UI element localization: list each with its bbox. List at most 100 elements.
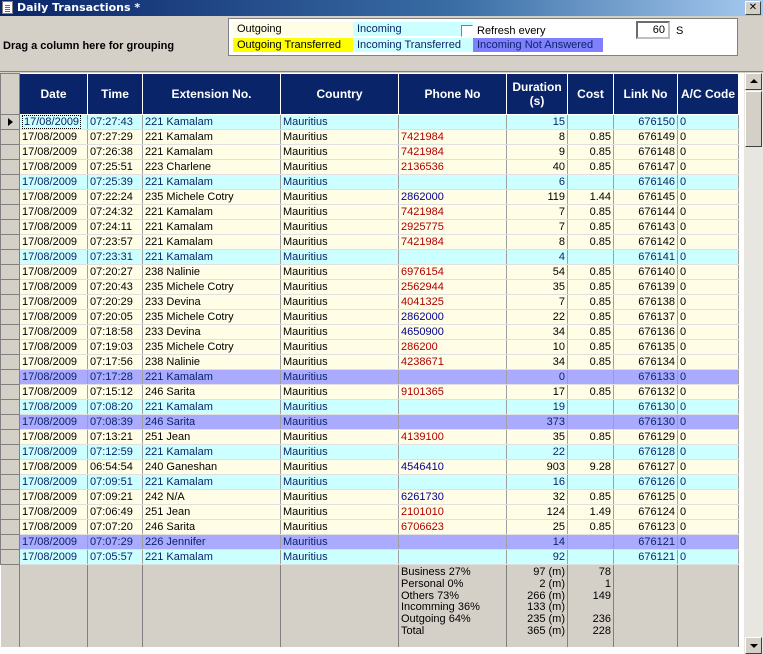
cell-date[interactable]: 17/08/2009 — [19, 159, 88, 175]
cell-cost[interactable] — [567, 114, 614, 130]
cell-ext[interactable]: 235 Michele Cotry — [142, 189, 281, 205]
cell-phone[interactable] — [398, 444, 507, 460]
cell-ac[interactable]: 0 — [677, 294, 739, 310]
cell-dur[interactable]: 34 — [506, 354, 568, 370]
cell-country[interactable]: Mauritius — [280, 324, 399, 340]
cell-date[interactable]: 17/08/2009 — [19, 444, 88, 460]
cell-phone[interactable]: 2101010 — [398, 504, 507, 520]
cell-link[interactable]: 676147 — [613, 159, 678, 175]
cell-cost[interactable]: 0.85 — [567, 144, 614, 160]
table-row[interactable]: 17/08/2009 07:27:29 221 Kamalam Mauritius 74… — [0, 129, 739, 145]
table-row[interactable]: 17/08/2009 07:24:11 221 Kamalam Mauritius 29… — [0, 219, 739, 235]
table-row[interactable]: 17/08/2009 07:20:27 238 Nalinie Mauritius 69… — [0, 264, 739, 280]
cell-date[interactable]: 17/08/2009 — [19, 474, 88, 490]
cell-time[interactable]: 07:24:32 — [87, 204, 143, 220]
cell-country[interactable]: Mauritius — [280, 219, 399, 235]
cell-country[interactable]: Mauritius — [280, 234, 399, 250]
row-selector[interactable] — [0, 129, 20, 145]
cell-dur[interactable]: 7 — [506, 219, 568, 235]
row-selector[interactable] — [0, 504, 20, 520]
cell-cost[interactable] — [567, 474, 614, 490]
cell-ac[interactable]: 0 — [677, 159, 739, 175]
cell-date[interactable]: 17/08/2009 — [19, 504, 88, 520]
cell-date[interactable]: 17/08/2009 — [19, 399, 88, 415]
cell-ac[interactable]: 0 — [677, 144, 739, 160]
cell-dur[interactable]: 8 — [506, 129, 568, 145]
cell-date[interactable]: 17/08/2009 — [19, 519, 88, 535]
cell-country[interactable]: Mauritius — [280, 519, 399, 535]
table-row[interactable]: 17/08/2009 07:27:43 221 Kamalam Mauritius 15… — [0, 114, 739, 130]
table-row[interactable]: 17/08/2009 07:17:56 238 Nalinie Mauritius 42… — [0, 354, 739, 370]
column-header-ac-code[interactable]: A/C Code — [677, 73, 739, 115]
cell-ac[interactable]: 0 — [677, 129, 739, 145]
cell-country[interactable]: Mauritius — [280, 504, 399, 520]
cell-cost[interactable] — [567, 549, 614, 565]
row-selector[interactable] — [0, 264, 20, 280]
table-row[interactable]: 17/08/2009 06:54:54 240 Ganeshan Mauritius 4… — [0, 459, 739, 475]
cell-date[interactable]: 17/08/2009 — [19, 249, 88, 265]
cell-link[interactable]: 676136 — [613, 324, 678, 340]
cell-dur[interactable]: 35 — [506, 429, 568, 445]
cell-country[interactable]: Mauritius — [280, 474, 399, 490]
cell-phone[interactable] — [398, 534, 507, 550]
cell-dur[interactable]: 119 — [506, 189, 568, 205]
refresh-option[interactable]: Refresh every — [461, 25, 545, 37]
cell-date[interactable]: 17/08/2009 — [19, 279, 88, 295]
cell-link[interactable]: 676129 — [613, 429, 678, 445]
cell-link[interactable]: 676123 — [613, 519, 678, 535]
cell-date[interactable]: 17/08/2009 — [19, 174, 88, 190]
table-row[interactable]: 17/08/2009 07:23:31 221 Kamalam Mauritius 4 6… — [0, 249, 739, 265]
cell-cost[interactable]: 0.85 — [567, 159, 614, 175]
cell-ac[interactable]: 0 — [677, 504, 739, 520]
cell-link[interactable]: 676148 — [613, 144, 678, 160]
table-row[interactable]: 17/08/2009 07:26:38 221 Kamalam Mauritius 74… — [0, 144, 739, 160]
row-selector[interactable] — [0, 324, 20, 340]
cell-link[interactable]: 676128 — [613, 444, 678, 460]
row-selector[interactable] — [0, 144, 20, 160]
cell-cost[interactable] — [567, 534, 614, 550]
cell-date[interactable]: 17/08/2009 — [19, 324, 88, 340]
cell-time[interactable]: 07:20:43 — [87, 279, 143, 295]
cell-cost[interactable]: 0.85 — [567, 129, 614, 145]
table-row[interactable]: 17/08/2009 07:09:51 221 Kamalam Mauritius 16… — [0, 474, 739, 490]
cell-country[interactable]: Mauritius — [280, 534, 399, 550]
cell-dur[interactable]: 9 — [506, 144, 568, 160]
refresh-interval-input[interactable]: 60 — [636, 21, 670, 39]
cell-country[interactable]: Mauritius — [280, 204, 399, 220]
cell-country[interactable]: Mauritius — [280, 339, 399, 355]
column-header-duration[interactable]: Duration (s) — [506, 73, 568, 115]
cell-ac[interactable]: 0 — [677, 309, 739, 325]
row-selector[interactable] — [0, 489, 20, 505]
cell-ext[interactable]: 221 Kamalam — [142, 369, 281, 385]
cell-ext[interactable]: 242 N/A — [142, 489, 281, 505]
cell-time[interactable]: 07:20:27 — [87, 264, 143, 280]
cell-dur[interactable]: 22 — [506, 444, 568, 460]
cell-phone[interactable] — [398, 174, 507, 190]
cell-time[interactable]: 07:08:39 — [87, 414, 143, 430]
row-selector[interactable] — [0, 189, 20, 205]
cell-phone[interactable]: 4238671 — [398, 354, 507, 370]
group-by-area[interactable]: Drag a column here for grouping Outgoing… — [0, 16, 763, 72]
scroll-down-button[interactable] — [745, 637, 762, 654]
cell-link[interactable]: 676126 — [613, 474, 678, 490]
cell-cost[interactable] — [567, 249, 614, 265]
cell-ac[interactable]: 0 — [677, 549, 739, 565]
row-selector[interactable] — [0, 519, 20, 535]
cell-link[interactable]: 676137 — [613, 309, 678, 325]
table-row[interactable]: 17/08/2009 07:07:20 246 Sarita Mauritius 670… — [0, 519, 739, 535]
cell-country[interactable]: Mauritius — [280, 444, 399, 460]
cell-cost[interactable]: 0.85 — [567, 279, 614, 295]
cell-ext[interactable]: 221 Kamalam — [142, 249, 281, 265]
cell-time[interactable]: 07:20:05 — [87, 309, 143, 325]
cell-cost[interactable]: 0.85 — [567, 384, 614, 400]
cell-cost[interactable]: 1.44 — [567, 189, 614, 205]
scroll-thumb[interactable] — [745, 91, 762, 147]
cell-link[interactable]: 676150 — [613, 114, 678, 130]
cell-dur[interactable]: 17 — [506, 384, 568, 400]
table-row[interactable]: 17/08/2009 07:06:49 251 Jean Mauritius 21010… — [0, 504, 739, 520]
cell-link[interactable]: 676145 — [613, 189, 678, 205]
cell-ext[interactable]: 238 Nalinie — [142, 354, 281, 370]
cell-cost[interactable]: 0.85 — [567, 219, 614, 235]
cell-time[interactable]: 07:24:11 — [87, 219, 143, 235]
row-selector[interactable] — [0, 534, 20, 550]
